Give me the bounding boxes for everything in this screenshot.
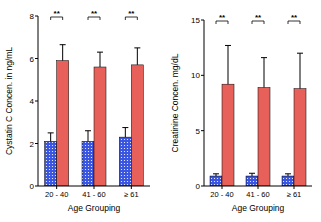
bar bbox=[119, 137, 131, 186]
annotation: ** bbox=[219, 13, 226, 22]
error-line bbox=[300, 53, 301, 88]
x-tick bbox=[222, 186, 223, 189]
y-tick bbox=[35, 58, 38, 59]
bar bbox=[57, 61, 69, 186]
annotation: ** bbox=[255, 13, 262, 22]
error-bar bbox=[249, 173, 255, 176]
error-bar bbox=[261, 58, 267, 88]
bar bbox=[258, 88, 270, 186]
y-tick-label: 0 bbox=[196, 182, 201, 191]
annotation: ** bbox=[128, 9, 135, 18]
chart: ** ** ** 0 5 10 15 20 - 40 41 - 60 ≥ 61Age Groupi… bbox=[170, 13, 312, 213]
error-bar bbox=[97, 52, 103, 67]
x-tick bbox=[131, 186, 132, 189]
x-tick bbox=[258, 186, 259, 189]
y-tick bbox=[35, 101, 38, 102]
error-cap bbox=[85, 130, 91, 131]
error-cap bbox=[285, 173, 291, 174]
error-cap bbox=[122, 127, 128, 128]
y-axis-label: Creatinine Concen. mg/dL bbox=[170, 53, 180, 152]
bar bbox=[282, 176, 294, 186]
y-tick-label: 2 bbox=[30, 140, 35, 149]
bar bbox=[82, 141, 94, 186]
x-tick-label: ≥ 61 bbox=[124, 190, 139, 199]
error-bar bbox=[122, 128, 128, 138]
y-tick-label: 4 bbox=[30, 97, 35, 106]
y-tick bbox=[201, 186, 204, 187]
chart: ** ** ** 0 2 4 6 8 20 - 40 41 - 60 ≥ 61Age Groupin… bbox=[4, 9, 150, 213]
y-tick-label: 6 bbox=[30, 55, 35, 64]
bar bbox=[222, 84, 234, 186]
error-bar bbox=[225, 45, 231, 84]
figure: ******0246820 - 4041 - 60≥ 61Age Groupin… bbox=[0, 0, 321, 222]
error-line bbox=[228, 45, 229, 84]
error-bar bbox=[85, 131, 91, 142]
x-tick-label: 20 - 40 bbox=[210, 190, 233, 199]
bar bbox=[45, 141, 57, 186]
error-line bbox=[100, 52, 101, 67]
bar bbox=[246, 176, 258, 186]
error-cap bbox=[213, 173, 219, 174]
y-tick-label: 15 bbox=[191, 16, 200, 25]
y-tick bbox=[35, 143, 38, 144]
error-cap bbox=[261, 57, 267, 58]
bar bbox=[94, 67, 106, 186]
error-line bbox=[125, 128, 126, 138]
y-tick bbox=[201, 130, 204, 131]
y-tick-label: 5 bbox=[196, 127, 201, 136]
error-cap bbox=[97, 52, 103, 53]
annotation: ** bbox=[291, 13, 298, 22]
error-cap bbox=[297, 53, 303, 54]
bar bbox=[131, 65, 143, 186]
marks bbox=[210, 45, 306, 186]
y-axis bbox=[204, 20, 205, 186]
error-line bbox=[264, 58, 265, 88]
y-tick bbox=[201, 20, 204, 21]
error-cap bbox=[60, 44, 66, 45]
error-bar bbox=[213, 174, 219, 176]
error-cap bbox=[48, 132, 54, 133]
bar bbox=[210, 176, 222, 186]
error-cap bbox=[134, 47, 140, 48]
error-bar bbox=[134, 48, 140, 65]
annotation: ** bbox=[91, 9, 98, 18]
bar bbox=[294, 89, 306, 186]
annotation: ** bbox=[54, 9, 61, 18]
marks bbox=[45, 45, 144, 186]
error-cap bbox=[249, 173, 255, 174]
x-tick-label: 41 - 60 bbox=[246, 190, 269, 199]
y-tick-label: 8 bbox=[30, 12, 35, 21]
error-line bbox=[50, 133, 51, 142]
error-bar bbox=[297, 53, 303, 88]
y-axis-label: Cystatin C Concen. in ng/mL bbox=[4, 47, 14, 155]
y-tick bbox=[35, 16, 38, 17]
error-line bbox=[137, 48, 138, 65]
y-tick-label: 0 bbox=[30, 182, 35, 191]
x-axis-label: Age Grouping bbox=[232, 203, 285, 213]
x-tick bbox=[56, 186, 57, 189]
error-bar bbox=[285, 174, 291, 176]
error-cap bbox=[225, 45, 231, 46]
x-tick bbox=[94, 186, 95, 189]
error-bar bbox=[48, 133, 54, 142]
y-tick bbox=[35, 186, 38, 187]
x-axis-label: Age Grouping bbox=[68, 203, 121, 213]
error-line bbox=[88, 131, 89, 142]
x-tick-label: ≥ 61 bbox=[287, 190, 302, 199]
error-bar bbox=[60, 45, 66, 61]
x-tick-label: 41 - 60 bbox=[82, 190, 105, 199]
x-tick bbox=[294, 186, 295, 189]
y-tick-label: 10 bbox=[191, 71, 200, 80]
x-tick-label: 20 - 40 bbox=[45, 190, 68, 199]
y-tick bbox=[201, 75, 204, 76]
error-line bbox=[62, 45, 63, 61]
